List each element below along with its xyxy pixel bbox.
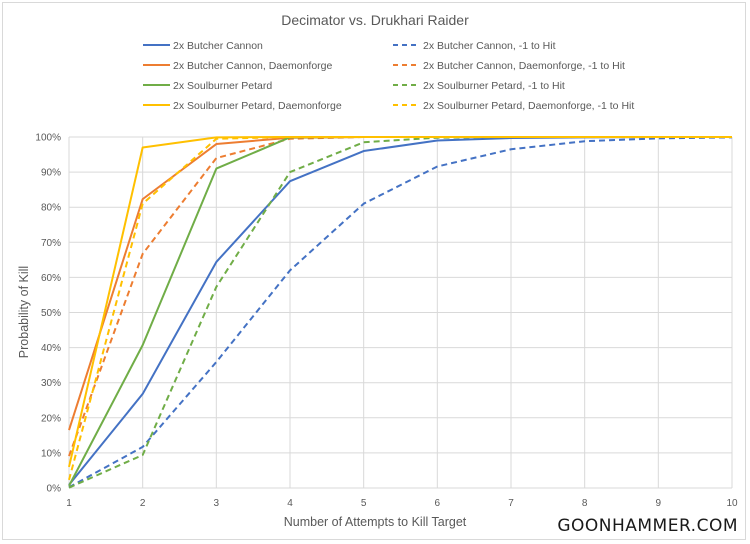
x-tick-label: 10 xyxy=(726,498,738,509)
legend-label: 2x Soulburner Petard, Daemonforge, -1 to… xyxy=(423,100,634,112)
x-tick-label: 5 xyxy=(361,498,367,509)
legend-label: 2x Butcher Cannon xyxy=(173,40,263,52)
legend-item: 2x Butcher Cannon, Daemonforge xyxy=(143,60,333,72)
x-axis-label: Number of Attempts to Kill Target xyxy=(284,515,467,529)
y-tick-label: 0% xyxy=(47,484,62,495)
legend-item: 2x Butcher Cannon, Daemonforge, -1 to Hi… xyxy=(393,60,625,72)
gridlines xyxy=(68,136,733,489)
series-lines xyxy=(68,136,733,489)
y-axis-ticks: 0% 10% 20% 30% 40% 50% 60% 70% 80% 90% 100% xyxy=(35,133,61,495)
y-tick-label: 50% xyxy=(41,308,61,319)
y-axis-label: Probability of Kill xyxy=(17,266,31,358)
y-tick-label: 60% xyxy=(41,273,61,284)
x-tick-label: 6 xyxy=(435,498,441,509)
x-tick-label: 3 xyxy=(214,498,220,509)
series-line-2x-butcher-cannon-1-to-hit xyxy=(68,136,733,489)
legend-label: 2x Soulburner Petard, -1 to Hit xyxy=(423,80,565,92)
x-tick-label: 1 xyxy=(66,498,72,509)
legend-label: 2x Soulburner Petard xyxy=(173,80,272,92)
y-tick-label: 90% xyxy=(41,168,61,179)
legend-item: 2x Butcher Cannon, -1 to Hit xyxy=(393,40,556,52)
y-tick-label: 40% xyxy=(41,343,61,354)
legend-item: 2x Soulburner Petard, Daemonforge xyxy=(143,100,342,112)
chart-title: Decimator vs. Drukhari Raider xyxy=(281,12,469,28)
legend: 2x Butcher Cannon 2x Butcher Cannon, Daem… xyxy=(143,40,634,112)
legend-label: 2x Butcher Cannon, -1 to Hit xyxy=(423,40,556,52)
legend-item: 2x Butcher Cannon xyxy=(143,40,263,52)
series-line-2x-soulburner-petard-daemonforge-1-to-hit xyxy=(68,136,732,481)
legend-item: 2x Soulburner Petard xyxy=(143,80,272,92)
x-tick-label: 9 xyxy=(656,498,662,509)
y-tick-label: 100% xyxy=(35,133,61,144)
series-line-2x-soulburner-petard xyxy=(68,136,732,487)
y-tick-label: 70% xyxy=(41,238,61,249)
legend-label: 2x Butcher Cannon, Daemonforge xyxy=(173,60,333,72)
watermark: GOONHAMMER.COM xyxy=(557,516,738,536)
y-tick-label: 30% xyxy=(41,378,61,389)
x-tick-label: 8 xyxy=(582,498,588,509)
legend-item: 2x Soulburner Petard, -1 to Hit xyxy=(393,80,565,92)
x-tick-label: 7 xyxy=(508,498,514,509)
y-tick-label: 80% xyxy=(41,203,61,214)
series-line-2x-soulburner-petard-daemonforge xyxy=(68,136,732,468)
series-line-2x-butcher-cannon xyxy=(68,136,732,486)
series-line-2x-soulburner-petard-1-to-hit xyxy=(68,136,732,489)
x-tick-label: 2 xyxy=(140,498,146,509)
legend-label: 2x Butcher Cannon, Daemonforge, -1 to Hi… xyxy=(423,60,625,72)
y-tick-label: 10% xyxy=(41,448,61,459)
x-axis-ticks: 1 2 3 4 5 6 7 8 9 10 xyxy=(66,498,738,509)
legend-item: 2x Soulburner Petard, Daemonforge, -1 to… xyxy=(393,100,634,112)
x-tick-label: 4 xyxy=(287,498,293,509)
legend-label: 2x Soulburner Petard, Daemonforge xyxy=(173,100,342,112)
y-tick-label: 20% xyxy=(41,413,61,424)
